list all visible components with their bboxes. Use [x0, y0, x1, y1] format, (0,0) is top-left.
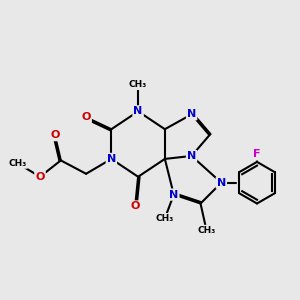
- Text: N: N: [134, 106, 143, 116]
- Text: O: O: [81, 112, 91, 122]
- Text: O: O: [35, 172, 45, 182]
- Text: CH₃: CH₃: [129, 80, 147, 89]
- Text: N: N: [169, 190, 178, 200]
- Text: F: F: [253, 149, 261, 160]
- Text: N: N: [187, 151, 196, 161]
- Text: N: N: [217, 178, 226, 188]
- Text: O: O: [130, 202, 140, 212]
- Text: CH₃: CH₃: [156, 214, 174, 223]
- Text: CH₃: CH₃: [9, 159, 27, 168]
- Text: O: O: [50, 130, 60, 140]
- Text: CH₃: CH₃: [197, 226, 216, 235]
- Text: N: N: [187, 109, 196, 119]
- Text: N: N: [107, 154, 116, 164]
